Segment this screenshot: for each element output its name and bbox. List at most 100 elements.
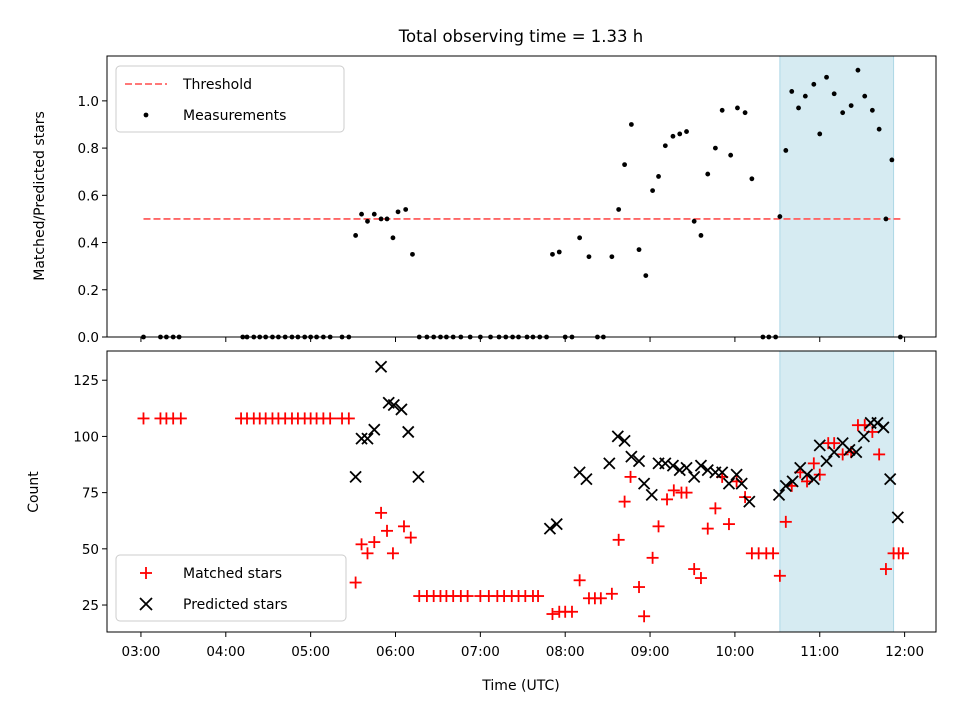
- legend-measurements-swatch: [143, 112, 149, 118]
- predicted-star-point: [884, 472, 897, 486]
- matched-star-point: [355, 538, 368, 551]
- measurement-point: [735, 105, 740, 111]
- measurement-point: [783, 148, 789, 153]
- top-y-axis-label: Matched/Predicted stars: [32, 111, 48, 281]
- bot-y-tick-label: 50: [82, 542, 99, 558]
- measurement-point: [811, 81, 817, 87]
- predicted-star-point: [722, 477, 736, 490]
- predicted-star-point: [779, 479, 792, 493]
- x-tick-label: 07:00: [461, 644, 500, 660]
- matched-star-point: [767, 547, 780, 560]
- measurement-point: [691, 218, 697, 224]
- matched-star-point: [773, 569, 786, 582]
- top-y-tick-label: 0.4: [78, 236, 99, 252]
- measurement-point: [650, 188, 655, 193]
- measurement-point: [789, 89, 795, 94]
- measurement-point: [698, 233, 704, 238]
- matched-star-point: [573, 574, 586, 587]
- measurement-point: [742, 110, 748, 116]
- top-panel: Total observing time = 1.33 h 0.0 0.2 0.4 0…: [32, 27, 937, 346]
- measurement-point: [359, 211, 364, 217]
- predicted-star-point: [349, 470, 362, 484]
- measurement-point: [677, 131, 683, 137]
- predicted-star-point: [402, 425, 415, 439]
- matched-star-point: [404, 531, 417, 544]
- predicted-star-point: [543, 522, 557, 535]
- matched-star-point: [680, 486, 693, 499]
- predicted-star-point: [786, 475, 799, 488]
- x-tick-label: 11:00: [800, 644, 839, 660]
- matched-star-point: [137, 412, 150, 425]
- measurement-point: [556, 249, 562, 255]
- matched-star-point: [879, 563, 892, 576]
- predicted-star-point: [632, 455, 646, 468]
- matched-star-point: [381, 524, 394, 537]
- measurement-point: [384, 216, 390, 222]
- predicted-star-point: [374, 360, 388, 373]
- bot-y-tick-label: 25: [82, 598, 99, 614]
- predicted-star-point: [637, 477, 651, 490]
- predicted-star-point: [772, 488, 786, 502]
- measurement-point: [719, 107, 725, 113]
- measurement-point: [869, 107, 875, 113]
- measurement-point: [378, 216, 384, 222]
- bot-y-tick-label: 100: [73, 429, 99, 445]
- measurement-point: [403, 207, 409, 212]
- matched-star-point: [701, 522, 714, 535]
- predicted-star-point: [355, 432, 368, 445]
- measurement-point: [831, 91, 837, 97]
- matched-star-point: [605, 587, 618, 600]
- bottom-plot-frame: [106, 350, 937, 633]
- matched-star-point: [688, 563, 701, 576]
- predicted-star-point: [550, 517, 563, 531]
- measurement-point: [712, 145, 718, 151]
- predicted-star-point: [877, 421, 890, 434]
- matched-star-point: [667, 484, 680, 497]
- bottom-x-axis-label: Time (UTC): [481, 678, 559, 694]
- matched-star-point: [397, 520, 410, 533]
- predicted-star-point: [843, 443, 856, 457]
- measurement-point: [365, 218, 370, 224]
- predicted-star-point: [395, 403, 408, 416]
- matched-star-point: [612, 533, 625, 546]
- predicted-star-point: [820, 455, 833, 468]
- predicted-star-point: [659, 457, 672, 470]
- measurement-point: [749, 176, 755, 182]
- x-tick-label: 05:00: [291, 644, 330, 660]
- matched-star-point: [709, 502, 722, 515]
- x-tick-label: 03:00: [121, 644, 160, 660]
- matched-star-point: [646, 551, 659, 564]
- measurement-point: [848, 103, 854, 108]
- measurement-point: [622, 162, 627, 168]
- predicted-star-point: [850, 446, 863, 459]
- legend-matched-swatch: [140, 567, 152, 579]
- measurement-point: [550, 251, 555, 257]
- measurement-point: [796, 105, 801, 111]
- measurement-point: [662, 143, 668, 149]
- measurement-point: [855, 67, 861, 73]
- measurement-point: [390, 235, 396, 241]
- matched-star-point: [638, 610, 651, 623]
- matched-star-point: [618, 495, 631, 508]
- predicted-star-point: [618, 434, 631, 448]
- predicted-star-point: [694, 459, 708, 472]
- measurement-point: [586, 254, 592, 260]
- matched-star-point: [461, 590, 474, 603]
- predicted-star-point: [645, 488, 658, 502]
- matched-star-point: [633, 581, 646, 594]
- predicted-star-point: [412, 470, 425, 484]
- top-shaded-interval: [779, 55, 895, 338]
- matched-star-point: [565, 605, 578, 618]
- top-y-tick-label: 0.2: [78, 283, 99, 299]
- predicted-star-point: [673, 464, 686, 477]
- measurement-point: [628, 122, 634, 127]
- top-plot-frame: [106, 55, 937, 338]
- matched-star-point: [661, 493, 674, 506]
- bottom-y-axis-label: Count: [26, 471, 42, 513]
- predicted-star-point: [387, 398, 400, 412]
- matched-star-point: [546, 608, 559, 621]
- predicted-star-point: [361, 432, 374, 445]
- matched-star-point: [813, 468, 826, 481]
- matched-star-point: [342, 412, 355, 425]
- measurement-point: [684, 129, 689, 134]
